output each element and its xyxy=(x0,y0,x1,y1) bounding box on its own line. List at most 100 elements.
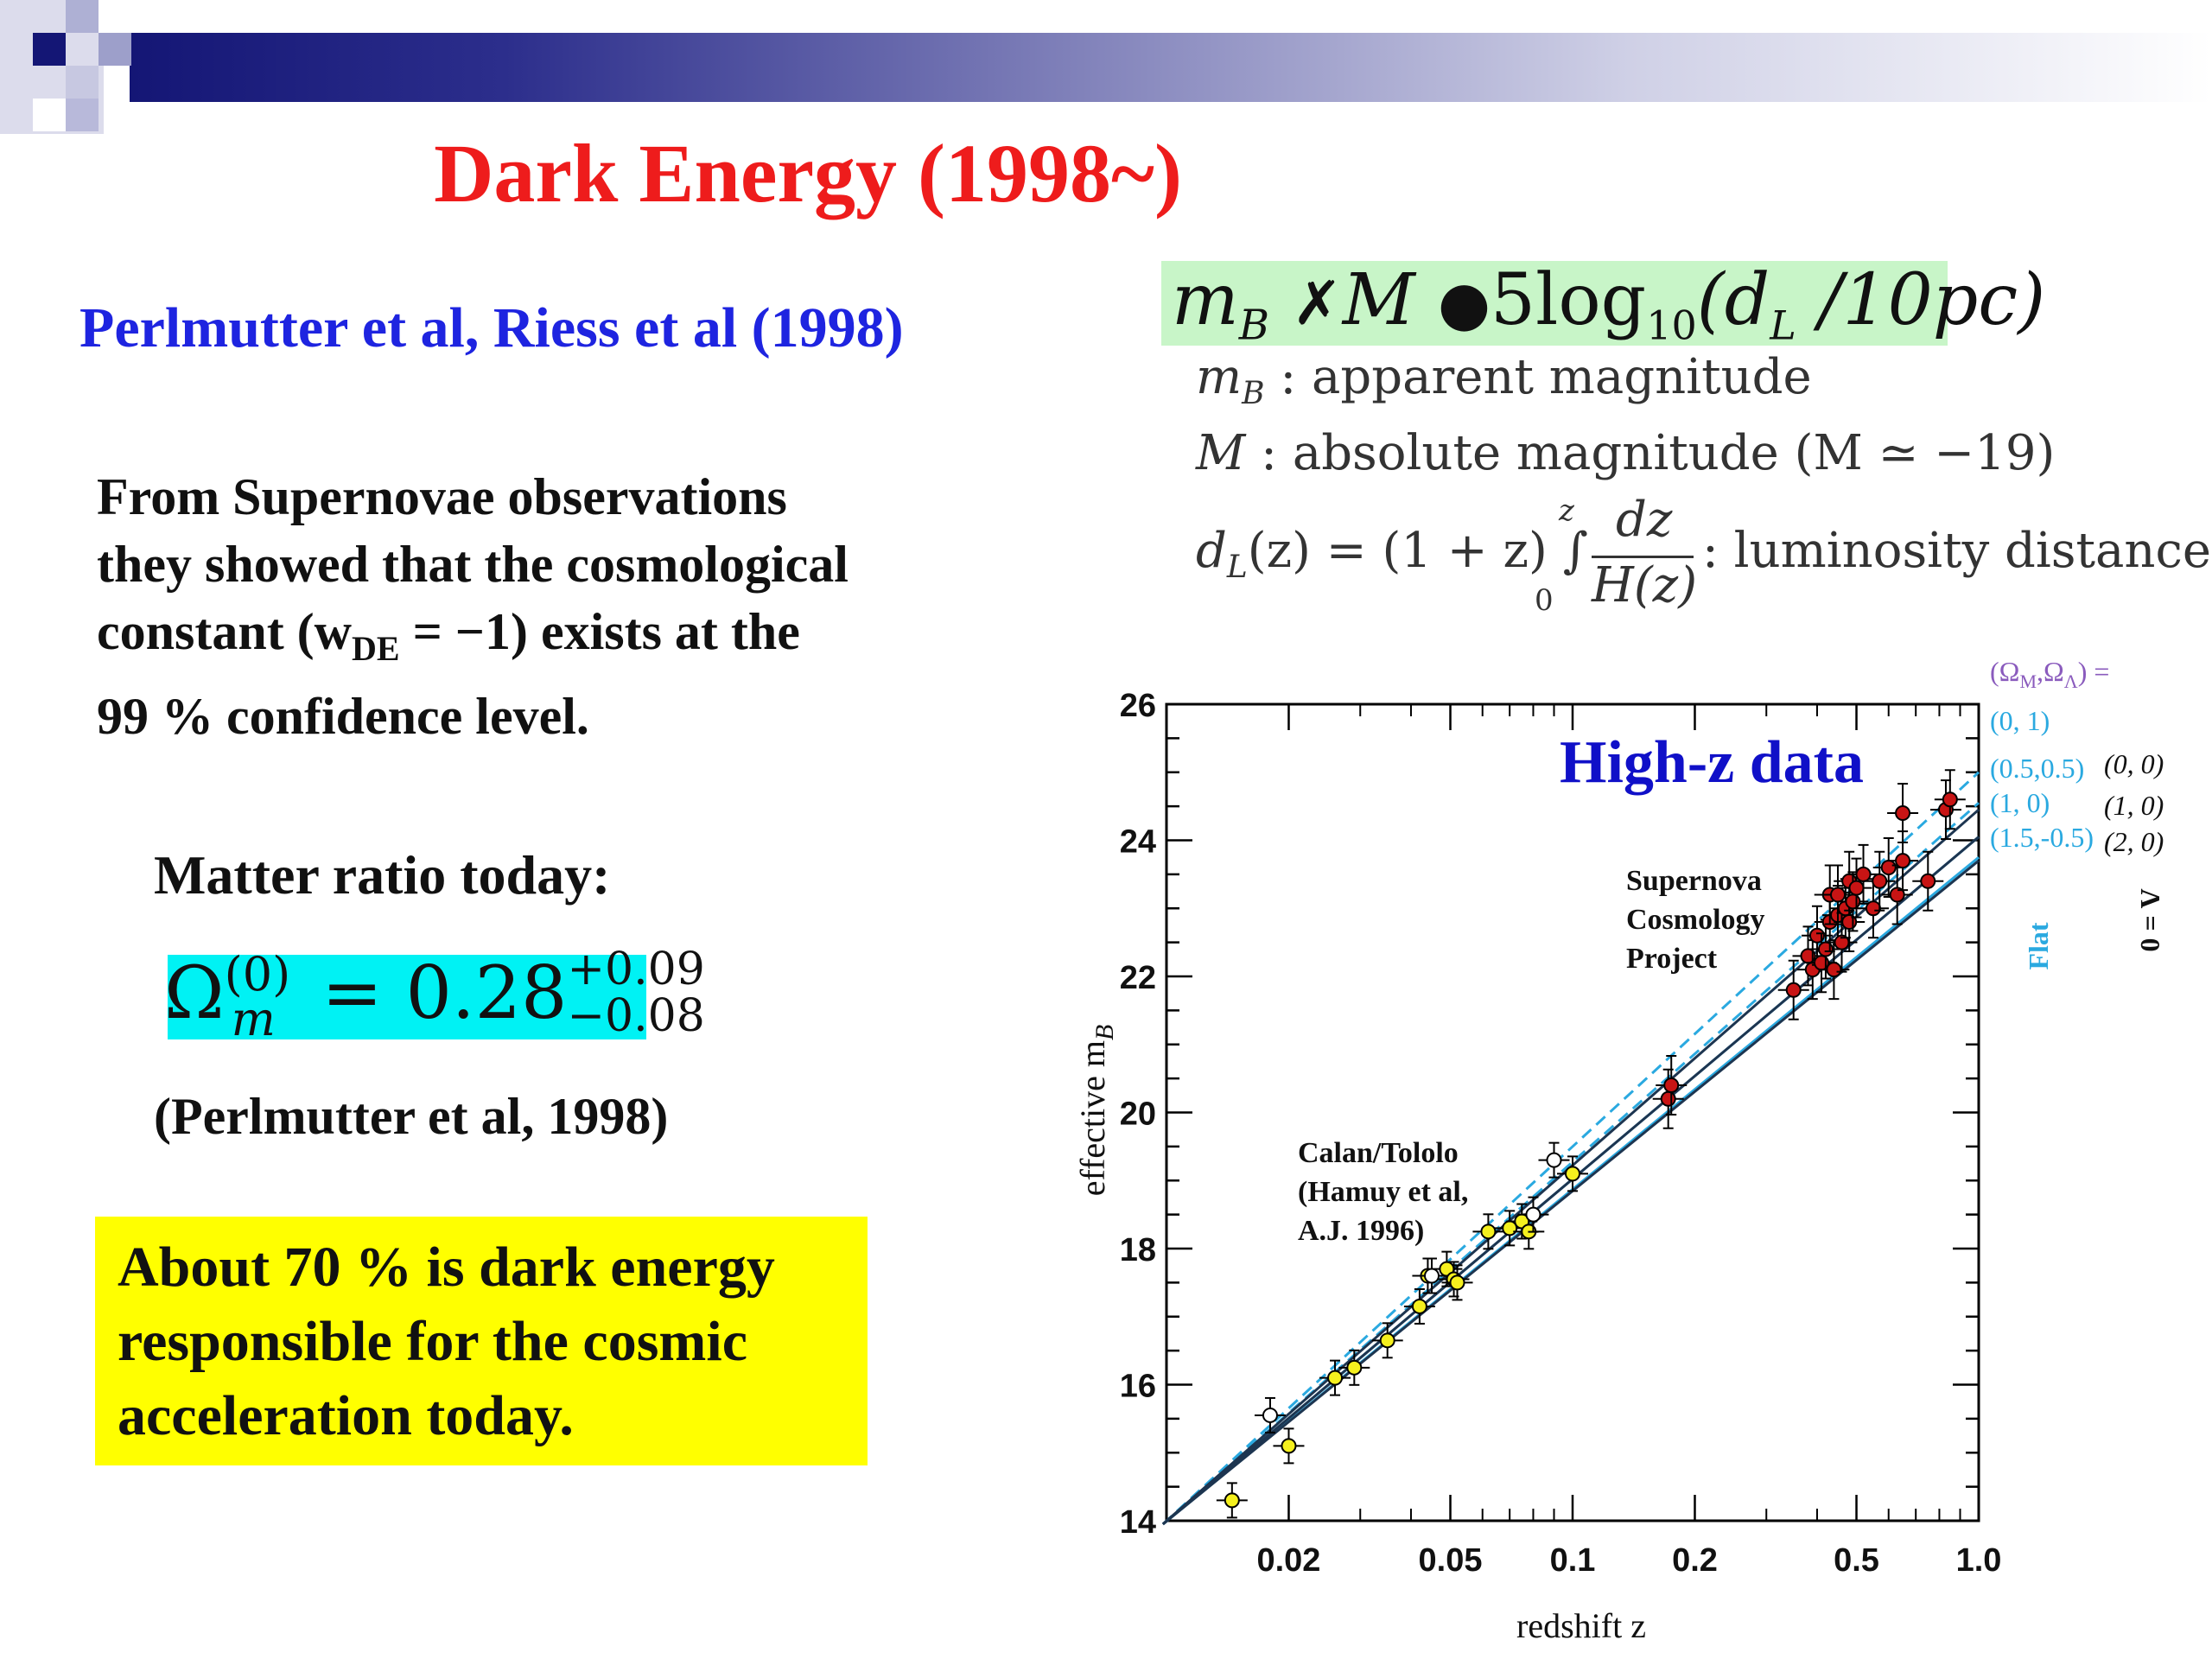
paragraph-w-symbol: constant (w xyxy=(97,603,352,660)
legend-header-mid: ,Ω xyxy=(2037,656,2064,687)
highlight-line-1: About 70 % is dark energy xyxy=(118,1236,775,1299)
x-tick-label: 0.02 xyxy=(1256,1542,1320,1579)
model-legend: (ΩM,ΩΛ) = (0, 1) (0.5,0.5) (1, 0) (1.5,-… xyxy=(1990,656,2166,970)
dark-energy-highlight-box: About 70 % is dark energy responsible fo… xyxy=(95,1217,868,1465)
legend-flat-2: (1, 0) xyxy=(1990,787,2050,818)
calan-label-line-1: Calan/Tololo xyxy=(1298,1137,1459,1169)
magnitude-formula-box xyxy=(1161,261,1948,346)
ribbon-glyph: ✗ xyxy=(1292,268,1343,339)
definition-dl: dL(z) = (1 + z) ∫ z 0 dz H(z) : luminosi… xyxy=(1196,492,2211,626)
data-point xyxy=(1830,887,1847,903)
header-squares xyxy=(0,0,173,138)
x-tick-label: 1.0 xyxy=(1956,1542,2002,1579)
scp-label-line-1: Supernova xyxy=(1626,865,1762,897)
data-point xyxy=(1424,1268,1440,1284)
x-axis-label: redshift z xyxy=(1516,1606,1646,1645)
omega-equation: Ω (0) m = 0.28 +0.09 −0.08 xyxy=(164,944,722,1046)
legend-header-tail: ) = xyxy=(2078,656,2110,687)
y-tick-label: 18 xyxy=(1120,1232,1156,1268)
data-point xyxy=(1480,1224,1497,1240)
y-tick-label: 14 xyxy=(1120,1504,1156,1541)
omega-symbol: Ω xyxy=(164,950,225,1035)
legend-flat-1: (0.5,0.5) xyxy=(1990,753,2084,784)
data-point xyxy=(1346,1359,1363,1376)
legend-header-sub-l: Λ xyxy=(2064,671,2078,692)
legend-flat-label: Flat xyxy=(2023,922,2054,969)
paragraph-de-subscript: DE xyxy=(352,629,400,668)
omega-highlight-box xyxy=(168,955,646,1039)
paragraph-line-3: constant (wDE = −1) exists at the xyxy=(97,598,944,683)
supernovae-paragraph: From Supernovae observations they showed… xyxy=(97,463,944,750)
definition-dl-integral: (z) = (1 + z) ∫ xyxy=(1247,523,1588,579)
data-point xyxy=(1872,873,1888,889)
data-point xyxy=(1411,1298,1427,1314)
data-point xyxy=(1895,805,1911,821)
data-point xyxy=(1525,1206,1541,1223)
legend-lambda0-1: (1, 0) xyxy=(2104,790,2164,821)
data-point xyxy=(1808,927,1825,944)
definition-dl-text: : luminosity distance xyxy=(1702,523,2211,579)
magnitude-formula: mB ✗M ●5log10(dL /10pc) xyxy=(1172,259,2045,349)
definition-dl-numerator: dz xyxy=(1616,492,1673,548)
data-point xyxy=(1785,982,1802,998)
definition-dl-denominator: H(z) xyxy=(1592,557,1698,613)
data-point xyxy=(1262,1407,1278,1423)
legend-header-sub-m: M xyxy=(2019,671,2037,692)
x-tick-label: 0.2 xyxy=(1672,1542,1718,1579)
data-point xyxy=(1546,1152,1562,1168)
y-axis-label-sub: B xyxy=(1090,1025,1119,1040)
chart-title: High-z data xyxy=(1560,729,1864,796)
x-tick-label: 0.1 xyxy=(1550,1542,1596,1579)
data-point xyxy=(1848,880,1865,896)
omega-superscript: (0) xyxy=(224,947,291,1001)
definition-mb-symbol: m xyxy=(1196,349,1243,405)
paragraph-line-1: From Supernovae observations xyxy=(97,468,787,525)
definition-mb-text: : apparent magnitude xyxy=(1264,349,1812,405)
y-axis-label: effective mB xyxy=(1073,1025,1119,1197)
data-point xyxy=(1449,1274,1465,1291)
data-point xyxy=(1920,873,1936,889)
legend-flat-0: (0, 1) xyxy=(1990,705,2050,736)
omega-minus-error: −0.08 xyxy=(567,990,705,1042)
plot-frame xyxy=(1165,702,1980,1522)
data-point xyxy=(1855,866,1872,882)
definition-M: M : absolute magnitude (M ≃ −19) xyxy=(1196,425,2055,481)
data-point xyxy=(1942,791,1958,808)
definition-M-symbol: M xyxy=(1196,425,1246,481)
legend-header: (ΩM,ΩΛ) = xyxy=(1990,656,2109,692)
data-point xyxy=(1826,962,1842,978)
data-point xyxy=(1379,1332,1395,1349)
definition-mb-sub: B xyxy=(1242,376,1265,412)
paragraph-line-2: they showed that the cosmological xyxy=(97,536,849,593)
x-tick-label: 0.5 xyxy=(1834,1542,1879,1579)
page-title: Dark Energy (1998~) xyxy=(434,127,1182,219)
highlight-line-2: responsible for the cosmic xyxy=(118,1310,747,1373)
data-point xyxy=(1663,1077,1680,1093)
highlight-line-3: acceleration today. xyxy=(118,1384,574,1447)
bullet-glyph: ● xyxy=(1437,268,1491,339)
hubble-diagram: 0.02 0.05 0.1 0.2 0.5 1.0 14 16 18 20 22 24 26 High-… xyxy=(1073,656,2166,1645)
formula-m: m xyxy=(1172,259,1239,341)
omega-value: = 0.28 xyxy=(298,950,568,1035)
data-point xyxy=(1224,1492,1240,1509)
data-point xyxy=(1565,1166,1580,1182)
omega-citation: (Perlmutter et al, 1998) xyxy=(154,1088,669,1145)
y-axis-label-main: effective m xyxy=(1073,1040,1112,1196)
data-point xyxy=(1327,1370,1344,1386)
formula-log: 5log xyxy=(1490,259,1647,341)
scp-label-line-3: Project xyxy=(1626,943,1718,975)
definition-dl-upper: z xyxy=(1559,493,1574,528)
data-point xyxy=(1660,1090,1676,1107)
y-tick-label: 26 xyxy=(1120,688,1156,724)
formula-paren: (d xyxy=(1696,259,1770,341)
legend-flat-3: (1.5,-0.5) xyxy=(1990,822,2094,853)
formula-b-sub: B xyxy=(1238,301,1270,350)
y-tick-label: 16 xyxy=(1120,1369,1156,1405)
authors-line: Perlmutter et al, Riess et al (1998) xyxy=(79,296,904,359)
paragraph-line-3-rest: = −1) exists at the xyxy=(399,603,800,660)
y-tick-label: 22 xyxy=(1120,960,1156,996)
data-point xyxy=(1281,1438,1297,1454)
legend-lambda0-0: (0, 0) xyxy=(2104,748,2164,779)
matter-ratio-label: Matter ratio today: xyxy=(154,844,611,906)
formula-l-sub: L xyxy=(1770,302,1796,349)
